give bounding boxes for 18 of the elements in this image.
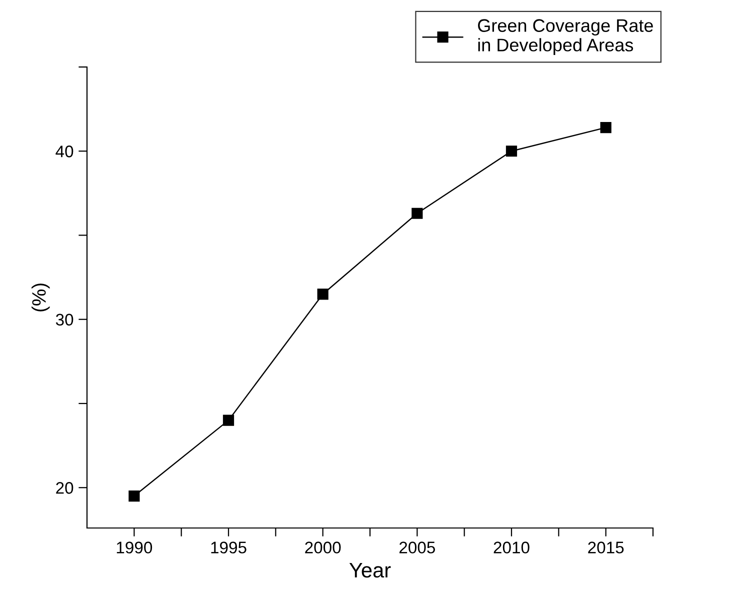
point — [506, 146, 518, 157]
y-tick-label: 40 — [56, 146, 74, 158]
x-tick-label: 1995 — [211, 542, 246, 554]
point — [317, 288, 328, 300]
y-tick-label: 30 — [56, 314, 74, 326]
point — [412, 208, 423, 219]
x-tick-label: 2010 — [494, 542, 530, 554]
legend-label: Green Coverage Rate in Developed Areas — [478, 19, 653, 55]
x-tick-label: 1990 — [116, 542, 152, 554]
y-tick-label: 20 — [56, 482, 74, 494]
x-tick-label: 2005 — [399, 542, 436, 554]
y-axis-title: (%) — [32, 284, 50, 312]
x-tick-label: 2015 — [588, 542, 624, 554]
x-tick-label: 2000 — [305, 542, 341, 554]
x-axis-title: Year — [349, 563, 391, 578]
point — [222, 414, 234, 426]
point — [128, 490, 140, 502]
point — [600, 122, 612, 134]
